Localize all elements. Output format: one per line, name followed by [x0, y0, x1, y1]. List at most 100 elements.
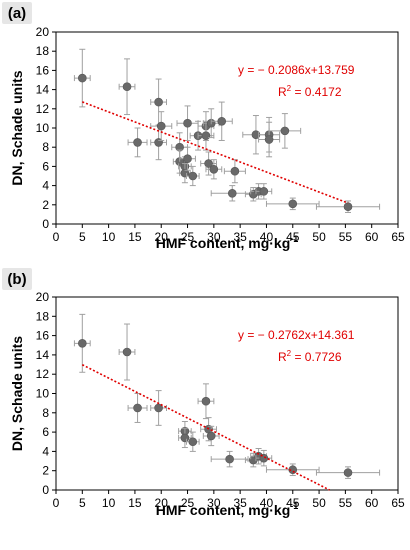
r-squared-prefix: R	[278, 350, 287, 364]
data-marker	[280, 126, 290, 136]
data-marker	[259, 187, 269, 196]
data-point	[150, 78, 167, 126]
data-marker	[230, 166, 240, 176]
data-point	[73, 313, 91, 373]
panel-label: (a)	[8, 5, 26, 22]
data-marker	[343, 202, 353, 212]
data-marker	[206, 431, 216, 441]
data-point	[265, 197, 320, 211]
data-marker	[227, 188, 237, 198]
y-tick-label: 20	[36, 290, 50, 304]
y-tick-label: 6	[42, 425, 49, 439]
panel-label-background	[2, 2, 32, 24]
y-tick-label: 4	[42, 179, 49, 193]
x-tick-label: 0	[53, 496, 60, 510]
x-tick-label: 60	[365, 496, 379, 510]
r-squared-sup: 2	[287, 84, 292, 93]
x-axis-label: HMF content, mg·kg-1	[156, 501, 299, 518]
x-tick-label: 15	[128, 230, 142, 244]
y-tick-label: 0	[42, 217, 49, 231]
x-tick-label: 55	[339, 496, 353, 510]
x-tick-label: 0	[53, 230, 60, 244]
x-tick-label: 10	[102, 496, 116, 510]
y-axis-label: DN, Schade units	[9, 336, 25, 451]
panel-label-background	[2, 268, 32, 290]
data-point	[210, 450, 249, 468]
data-marker	[78, 73, 87, 83]
x-tick-label: 10	[102, 230, 116, 244]
x-axis-label-main: HMF content, mg·kg	[156, 235, 291, 251]
data-point	[185, 165, 200, 187]
x-tick-label: 65	[391, 496, 405, 510]
data-point	[210, 185, 254, 202]
data-point	[185, 431, 200, 452]
y-axis-label: DN, Schade units	[9, 70, 25, 185]
x-tick-label: 45	[286, 496, 300, 510]
regression-equation: y = − 0.2086x+13.759	[238, 63, 355, 77]
r-squared-sup: 2	[287, 349, 292, 358]
data-point	[258, 121, 281, 158]
data-marker	[204, 159, 213, 168]
panel-label: (b)	[7, 271, 26, 288]
x-tick-label: 65	[391, 230, 405, 244]
data-point	[200, 151, 217, 176]
data-marker	[154, 97, 163, 107]
x-tick-label: 20	[155, 496, 169, 510]
data-marker	[288, 199, 298, 209]
y-tick-label: 8	[42, 140, 49, 154]
data-marker	[133, 403, 142, 413]
data-marker	[78, 339, 87, 348]
data-point	[268, 113, 302, 149]
y-tick-label: 12	[36, 102, 50, 116]
x-tick-label: 20	[155, 230, 169, 244]
data-point	[171, 132, 189, 163]
x-tick-label: 60	[365, 230, 379, 244]
data-marker	[188, 171, 198, 181]
x-tick-label: 25	[181, 230, 195, 244]
x-tick-label: 45	[286, 230, 300, 244]
y-tick-label: 0	[42, 483, 49, 497]
data-marker	[225, 454, 234, 464]
data-marker	[264, 135, 274, 144]
data-point	[315, 200, 381, 213]
y-tick-label: 8	[42, 406, 49, 420]
y-tick-label: 20	[36, 25, 50, 39]
data-point	[179, 146, 196, 171]
data-marker	[133, 138, 142, 147]
y-tick-label: 2	[42, 464, 49, 478]
data-marker	[188, 437, 198, 447]
data-point	[255, 183, 273, 200]
r-squared-value: = 0.7726	[291, 350, 342, 364]
x-axis-label-sup: -1	[290, 234, 298, 244]
data-marker	[201, 396, 211, 406]
y-tick-label: 2	[42, 198, 49, 212]
y-tick-label: 6	[42, 159, 49, 173]
y-tick-label: 10	[36, 387, 50, 401]
data-marker	[122, 347, 132, 357]
data-marker	[156, 121, 166, 131]
data-marker	[343, 468, 353, 477]
x-tick-label: 40	[260, 230, 274, 244]
y-tick-label: 16	[36, 63, 50, 77]
x-tick-label: 35	[233, 230, 247, 244]
data-point	[150, 390, 167, 426]
x-tick-label: 30	[207, 496, 221, 510]
x-axis-label-main: HMF content, mg·kg	[156, 502, 291, 518]
r-squared: R2 = 0.4172	[278, 84, 342, 99]
y-tick-label: 14	[36, 83, 50, 97]
data-point	[315, 466, 381, 479]
x-tick-label: 15	[128, 496, 142, 510]
x-tick-label: 50	[312, 230, 326, 244]
data-marker	[122, 82, 132, 92]
x-tick-label: 55	[339, 230, 353, 244]
x-tick-label: 30	[207, 230, 221, 244]
data-point	[176, 105, 199, 141]
y-tick-label: 10	[36, 121, 50, 135]
data-point	[127, 127, 148, 158]
data-point	[197, 383, 215, 420]
data-point	[73, 48, 91, 108]
data-marker	[201, 131, 211, 140]
data-point	[118, 58, 136, 116]
data-point	[265, 463, 320, 477]
